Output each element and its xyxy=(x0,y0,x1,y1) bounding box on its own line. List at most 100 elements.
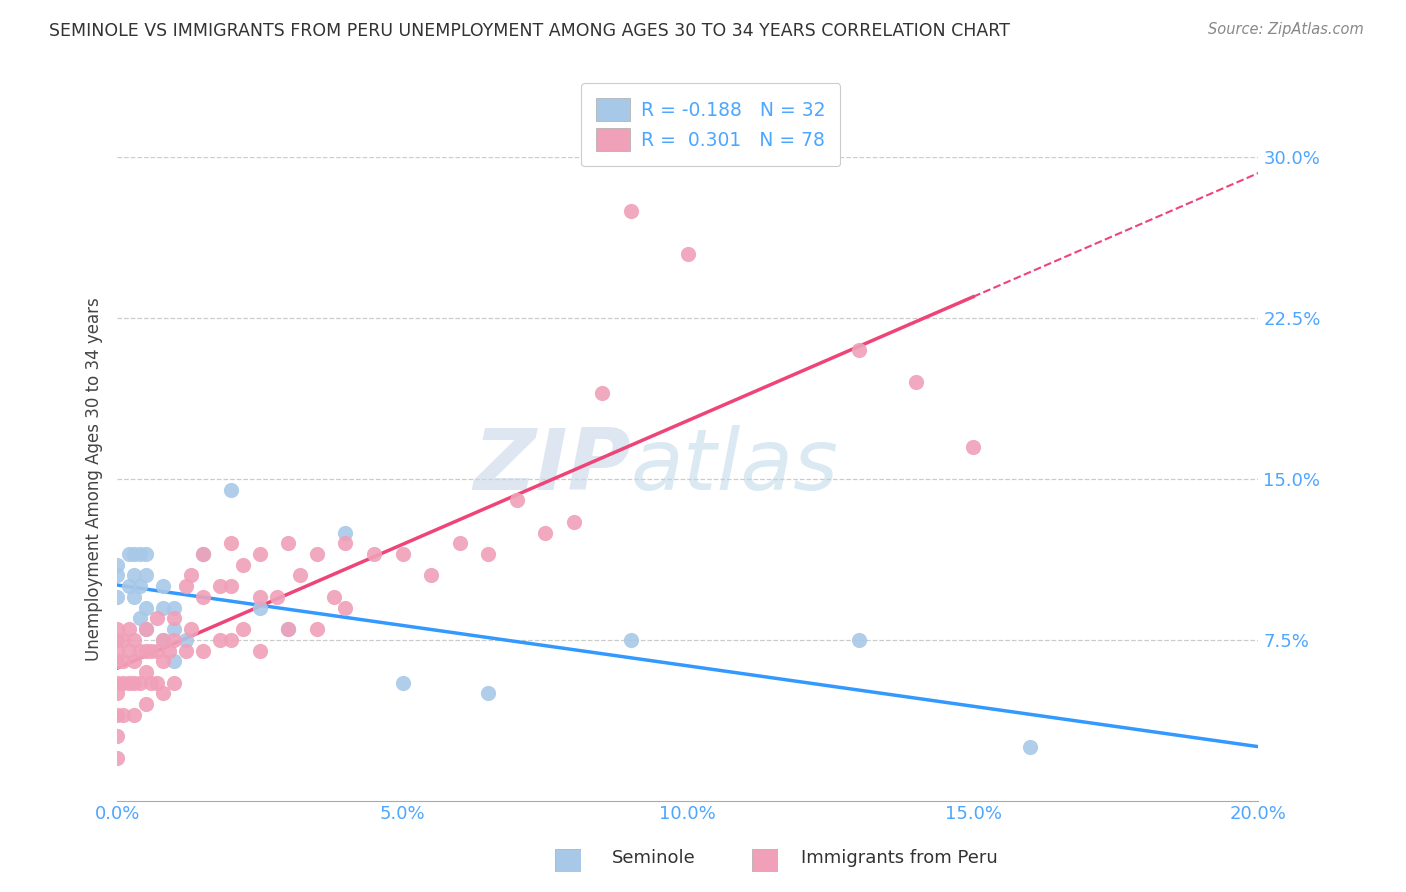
Point xyxy=(477,686,499,700)
Text: Immigrants from Peru: Immigrants from Peru xyxy=(801,849,998,867)
Point xyxy=(146,643,169,657)
Text: Seminole: Seminole xyxy=(612,849,696,867)
Point xyxy=(135,622,157,636)
Point xyxy=(232,558,254,572)
Point xyxy=(962,440,984,454)
Point xyxy=(163,611,186,625)
Point xyxy=(905,376,928,390)
Point xyxy=(363,547,385,561)
Point xyxy=(129,675,152,690)
Point xyxy=(117,622,139,636)
Point xyxy=(105,654,128,668)
Point xyxy=(221,579,243,593)
Point xyxy=(117,579,139,593)
Point xyxy=(129,611,152,625)
Point xyxy=(249,590,271,604)
Point xyxy=(105,632,128,647)
Point xyxy=(391,675,413,690)
Point xyxy=(221,483,243,497)
Point xyxy=(124,632,146,647)
Point xyxy=(129,547,152,561)
Point xyxy=(146,675,169,690)
Point xyxy=(124,568,146,582)
Point xyxy=(266,590,288,604)
Point xyxy=(105,707,128,722)
Point xyxy=(848,343,870,358)
Point xyxy=(180,568,202,582)
Point xyxy=(1019,739,1042,754)
Point xyxy=(163,675,186,690)
Point xyxy=(135,665,157,679)
Point xyxy=(163,622,186,636)
Point xyxy=(105,622,128,636)
Point xyxy=(249,600,271,615)
Point xyxy=(105,558,128,572)
Text: ZIP: ZIP xyxy=(474,425,631,508)
Point xyxy=(163,600,186,615)
Point xyxy=(180,622,202,636)
Point xyxy=(221,536,243,550)
Point xyxy=(157,643,180,657)
Text: atlas: atlas xyxy=(631,425,839,508)
Point xyxy=(105,643,128,657)
Point xyxy=(232,622,254,636)
Point xyxy=(117,643,139,657)
Point xyxy=(591,386,613,401)
Point xyxy=(152,600,174,615)
Point xyxy=(288,568,311,582)
Point xyxy=(174,632,197,647)
Point xyxy=(124,547,146,561)
Point xyxy=(208,579,231,593)
Point xyxy=(163,632,186,647)
Point xyxy=(135,643,157,657)
Point xyxy=(135,547,157,561)
Point xyxy=(620,632,643,647)
Point xyxy=(111,654,134,668)
Point xyxy=(105,686,128,700)
Point xyxy=(152,632,174,647)
Legend: R = -0.188   N = 32, R =  0.301   N = 78: R = -0.188 N = 32, R = 0.301 N = 78 xyxy=(581,83,841,166)
Text: Source: ZipAtlas.com: Source: ZipAtlas.com xyxy=(1208,22,1364,37)
Point xyxy=(129,643,152,657)
Point xyxy=(124,707,146,722)
Y-axis label: Unemployment Among Ages 30 to 34 years: Unemployment Among Ages 30 to 34 years xyxy=(86,297,103,661)
Text: SEMINOLE VS IMMIGRANTS FROM PERU UNEMPLOYMENT AMONG AGES 30 TO 34 YEARS CORRELAT: SEMINOLE VS IMMIGRANTS FROM PERU UNEMPLO… xyxy=(49,22,1010,40)
Point xyxy=(135,697,157,711)
Point xyxy=(620,204,643,219)
Point xyxy=(141,643,163,657)
Point xyxy=(208,632,231,647)
Point xyxy=(105,675,128,690)
Point xyxy=(135,622,157,636)
Point xyxy=(191,590,214,604)
Point xyxy=(277,622,299,636)
Point xyxy=(124,590,146,604)
Point xyxy=(124,675,146,690)
Point xyxy=(129,579,152,593)
Point xyxy=(105,729,128,743)
Point xyxy=(848,632,870,647)
Point xyxy=(391,547,413,561)
Point xyxy=(335,536,357,550)
Point xyxy=(305,547,328,561)
Point xyxy=(449,536,471,550)
Point xyxy=(135,600,157,615)
Point xyxy=(249,643,271,657)
Point xyxy=(117,547,139,561)
Point xyxy=(335,525,357,540)
Point xyxy=(152,654,174,668)
Point xyxy=(191,643,214,657)
Point xyxy=(117,675,139,690)
Point xyxy=(562,515,585,529)
Point xyxy=(277,622,299,636)
Point xyxy=(191,547,214,561)
Point xyxy=(249,547,271,561)
Point xyxy=(135,568,157,582)
Point xyxy=(477,547,499,561)
Point xyxy=(420,568,443,582)
Point xyxy=(111,675,134,690)
Point xyxy=(305,622,328,636)
Point xyxy=(152,686,174,700)
Point xyxy=(221,632,243,647)
Point xyxy=(111,707,134,722)
Point xyxy=(105,750,128,764)
